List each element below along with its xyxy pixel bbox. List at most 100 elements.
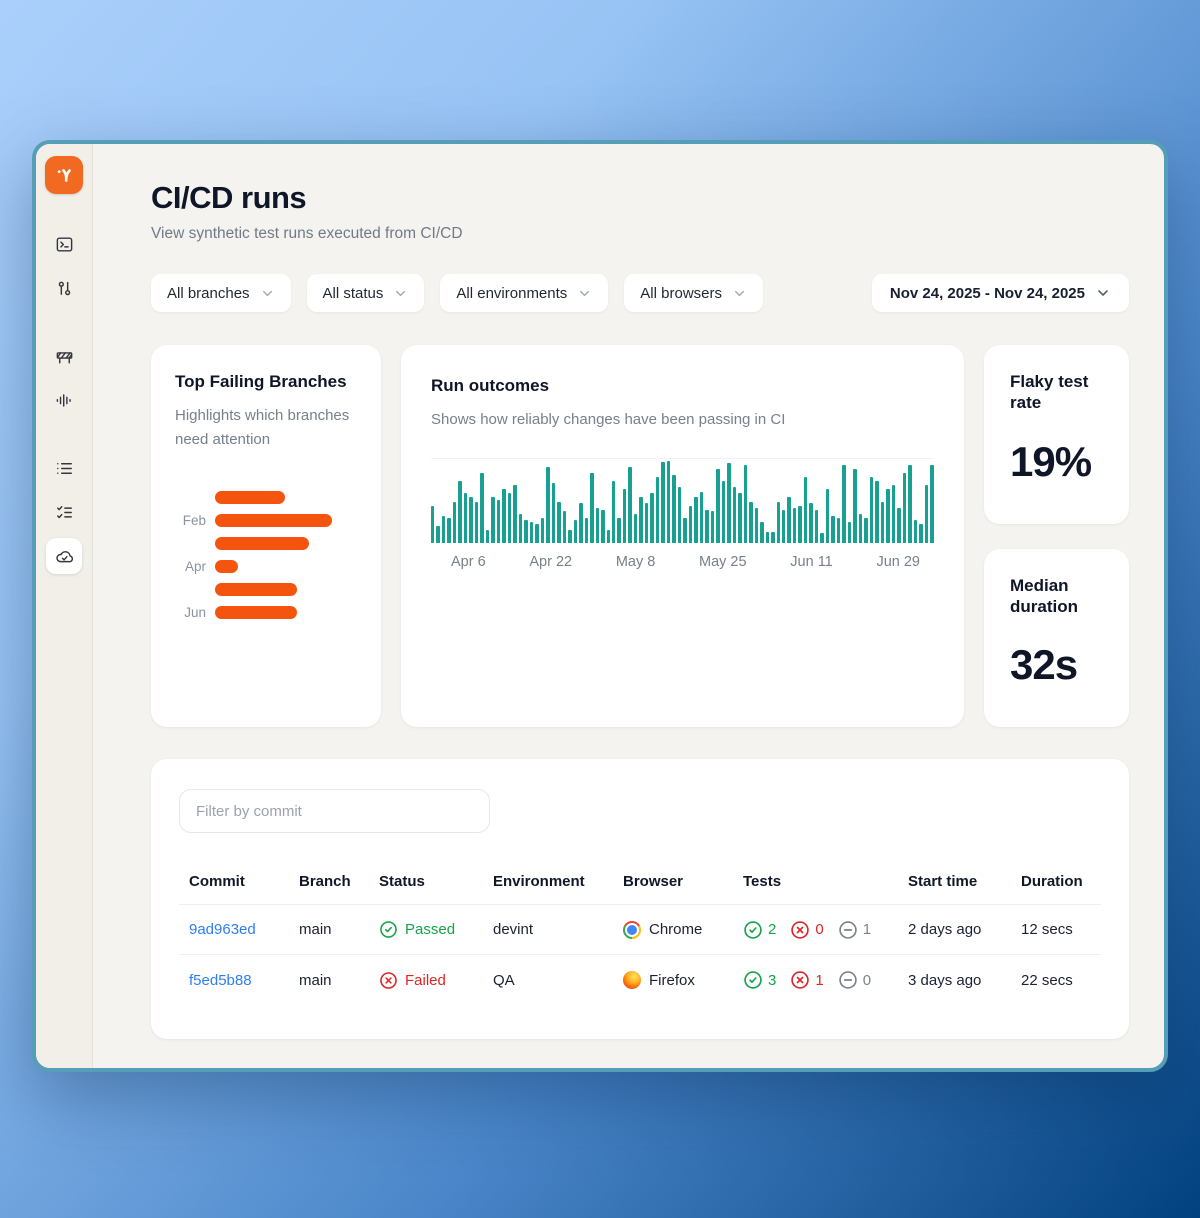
run-outcome-bar (831, 516, 835, 543)
run-outcome-bar (436, 526, 440, 543)
run-outcome-bar (644, 503, 649, 543)
cloud-check-icon (55, 550, 73, 562)
median-duration-value: 32s (1010, 641, 1078, 688)
run-outcome-bar (716, 468, 720, 543)
construction-barrier-icon (56, 351, 72, 364)
date-range-label: Nov 24, 2025 - Nov 24, 2025 (889, 284, 1085, 302)
tests-cell: 2 0 1 (743, 920, 908, 940)
browsers-filter-label: All browsers (640, 284, 722, 302)
branch-bar (215, 583, 297, 597)
run-outcome-bar (782, 509, 786, 543)
browser-cell: Firefox (623, 971, 743, 989)
browser-cell: Chrome (623, 920, 743, 939)
run-outcome-bar (732, 486, 737, 543)
run-outcome-bar (480, 472, 484, 543)
run-outcome-bar (502, 489, 506, 543)
branch-axis-label: Apr (184, 559, 206, 575)
median-duration-card: Median duration 32s (984, 548, 1129, 727)
environment-cell: QA (493, 971, 515, 989)
environments-filter-dropdown[interactable]: All environments (440, 274, 609, 312)
run-outcome-bar (897, 508, 901, 543)
run-outcome-bar (891, 485, 896, 543)
branch-bar (215, 537, 309, 551)
column-header-branch: Branch (299, 873, 351, 890)
x-axis-tick-label: Apr 22 (529, 553, 573, 570)
run-outcome-bar (776, 501, 780, 543)
tests-failed-icon (790, 970, 810, 990)
run-outcome-bar (524, 519, 528, 543)
x-axis-tick-label: Jun 11 (790, 553, 833, 570)
run-outcome-bar (518, 513, 523, 543)
sidebar-item-pipelines[interactable] (46, 270, 82, 306)
run-outcome-bar (847, 522, 852, 543)
chevron-down-icon (260, 286, 275, 301)
status-filter-label: All status (322, 284, 384, 302)
terminal-icon (56, 236, 72, 252)
sidebar-item-activity[interactable] (46, 382, 82, 418)
run-outcome-bar (880, 501, 885, 543)
branch-axis-label: Jun (184, 605, 206, 621)
run-outcome-bar (452, 501, 457, 543)
run-outcome-bar (809, 503, 813, 543)
run-outcome-bar (595, 508, 600, 543)
run-outcome-bar (584, 517, 589, 543)
run-outcome-bar (760, 522, 764, 543)
tests-skipped-count: 1 (862, 921, 872, 938)
column-header-environment: Environment (493, 873, 585, 890)
run-outcome-bar (491, 497, 495, 543)
browsers-filter-dropdown[interactable]: All browsers (624, 274, 763, 312)
run-outcome-bar (919, 524, 923, 543)
branches-filter-label: All branches (167, 284, 250, 302)
run-outcome-bar (771, 531, 775, 543)
commit-filter-input[interactable] (179, 789, 490, 833)
run-outcome-bar (447, 517, 451, 543)
run-outcome-bar (738, 493, 742, 543)
commit-link[interactable]: f5ed5b88 (189, 971, 252, 989)
date-range-picker[interactable]: Nov 24, 2025 - Nov 24, 2025 (871, 274, 1129, 312)
run-outcome-bar (606, 530, 610, 543)
column-header-status: Status (379, 873, 425, 890)
branches-filter-dropdown[interactable]: All branches (151, 274, 291, 312)
run-outcome-bar (820, 532, 824, 543)
run-outcome-bar (661, 462, 665, 543)
failed-x-icon (380, 971, 397, 989)
run-outcome-bar (869, 476, 874, 543)
flaky-test-rate-value: 19% (1010, 437, 1092, 485)
run-outcome-bar (721, 481, 726, 543)
run-outcome-bar (496, 499, 501, 543)
branch-bar-row: Apr (175, 558, 357, 576)
run-outcome-bar (551, 483, 556, 543)
branch-bar-row: Feb (175, 512, 357, 530)
run-outcome-bar (694, 497, 698, 543)
tests-passed-count: 3 (768, 971, 777, 989)
column-header-duration: Duration (1021, 873, 1083, 890)
run-outcome-bar (535, 524, 539, 543)
run-outcome-bar (507, 493, 512, 543)
run-outcome-bar (458, 481, 462, 543)
sidebar-item-list[interactable] (46, 450, 82, 486)
run-outcome-bar (639, 497, 643, 543)
status-filter-dropdown[interactable]: All status (306, 274, 425, 312)
tests-skipped-icon (838, 920, 858, 940)
run-outcome-bar (463, 493, 468, 543)
run-outcome-bar (474, 501, 479, 543)
environments-filter-label: All environments (456, 284, 568, 302)
run-outcome-bar (858, 513, 863, 543)
branch-bar-row (175, 489, 357, 507)
top-failing-subtitle: Highlights which branches need attention (175, 407, 350, 448)
app-logo[interactable] (45, 156, 83, 194)
sidebar-item-test-plans[interactable] (46, 494, 82, 530)
run-outcome-bar (431, 505, 435, 543)
run-outcome-bar (666, 460, 671, 543)
run-outcome-bar (633, 513, 638, 543)
commit-link[interactable]: 9ad963ed (189, 921, 256, 938)
sidebar-item-cicd-runs[interactable] (46, 538, 82, 574)
run-outcome-bar (441, 516, 446, 543)
column-header-commit: Commit (189, 873, 245, 890)
column-header-start-time: Start time (908, 873, 978, 890)
sidebar-item-maintenance[interactable] (46, 338, 82, 374)
run-outcome-bar (611, 481, 616, 543)
duration-cell: 22 secs (1021, 971, 1073, 989)
branch-bar (215, 491, 286, 505)
sidebar-item-terminal[interactable] (46, 226, 82, 262)
